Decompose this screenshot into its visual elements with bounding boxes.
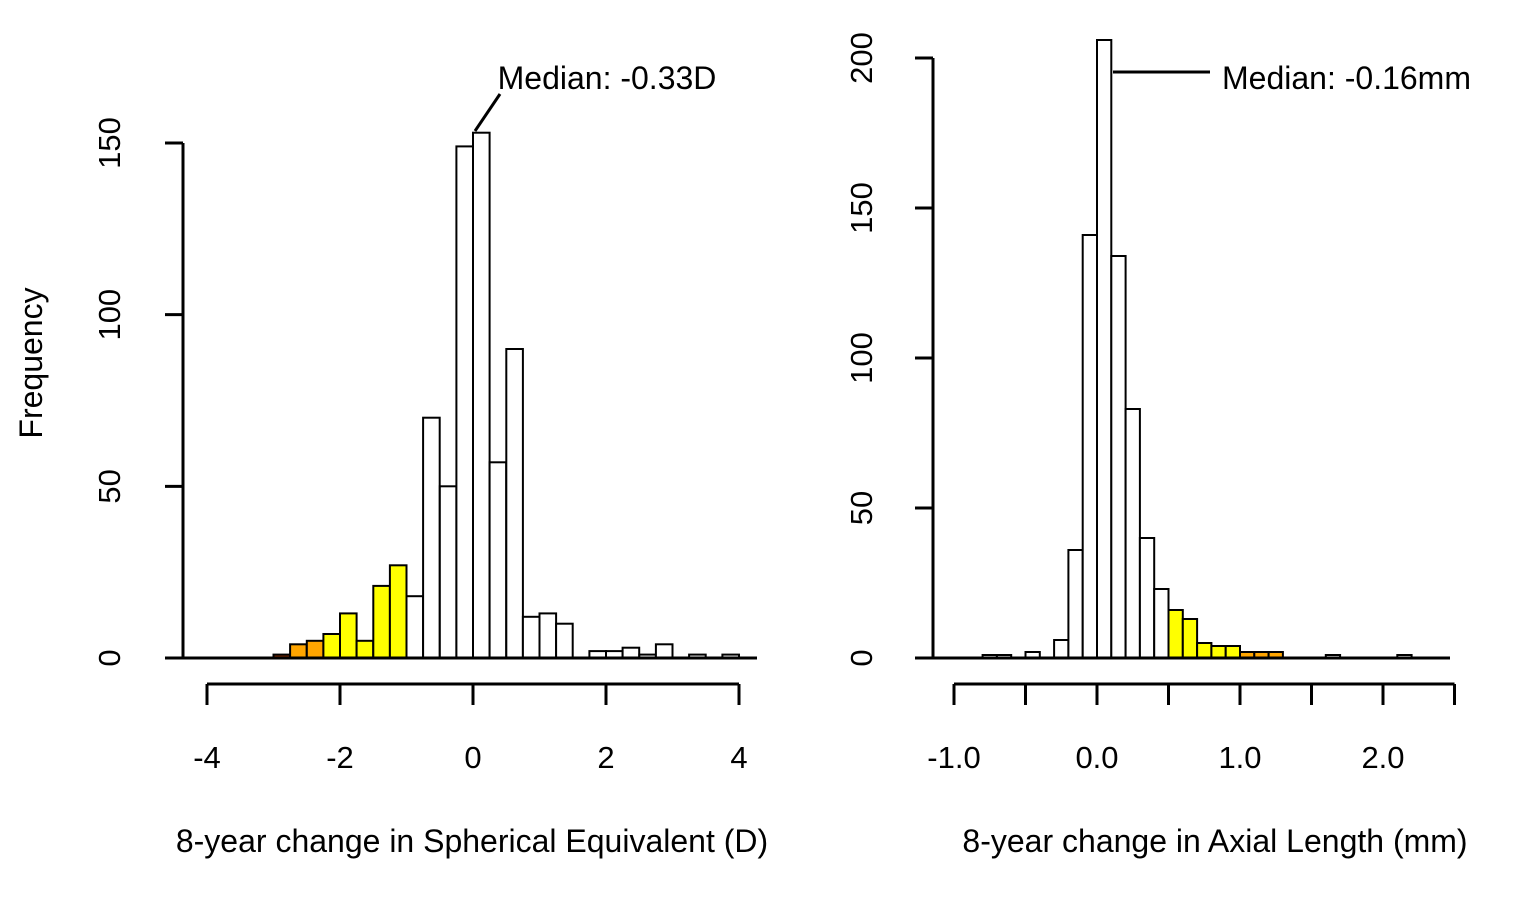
x-tick-label: 0.0 xyxy=(1075,740,1118,775)
histogram-bar xyxy=(1224,645,1241,659)
x-tick-label: 0 xyxy=(464,740,481,775)
histogram-bar xyxy=(455,145,474,659)
y-tick-label: 150 xyxy=(92,117,127,169)
histogram-bar xyxy=(355,639,375,659)
histogram-bar xyxy=(1067,549,1084,659)
histogram-bar xyxy=(305,639,325,659)
histogram-bar xyxy=(405,595,425,660)
x-tick-label: 2 xyxy=(597,740,614,775)
x-tick-label: -2 xyxy=(326,740,354,775)
x-axis-title-left: 8-year change in Spherical Equivalent (D… xyxy=(176,823,768,859)
histogram-bar xyxy=(654,643,674,659)
y-tick-label: 150 xyxy=(844,182,879,234)
histogram-bar xyxy=(555,622,574,660)
histogram-bar xyxy=(289,643,308,659)
histogram-bar xyxy=(1110,255,1127,659)
x-axis-title-right: 8-year change in Axial Length (mm) xyxy=(962,823,1467,859)
histogram-bar xyxy=(521,615,541,659)
left-histogram: 0 50 100 150 -4 -2 0 2 4 xyxy=(92,117,757,775)
y-tick-label: 100 xyxy=(92,289,127,341)
histogram-bar xyxy=(1096,39,1113,659)
histogram-bar xyxy=(1196,642,1213,659)
histogram-bar xyxy=(538,612,558,660)
histogram-bar xyxy=(388,564,408,659)
x-tick-label: 1.0 xyxy=(1218,740,1261,775)
histogram-bar xyxy=(488,461,508,659)
x-tick-label: 4 xyxy=(730,740,747,775)
histogram-bar xyxy=(1138,537,1156,659)
histogram-bar xyxy=(372,584,391,660)
median-pointer-line-left xyxy=(473,93,502,132)
histogram-bar xyxy=(322,633,341,659)
histogram-bar xyxy=(1167,609,1184,659)
y-tick-label: 0 xyxy=(92,649,127,666)
y-tick-label: 100 xyxy=(844,332,879,384)
y-tick-label: 0 xyxy=(844,649,879,666)
y-axis-title: Frequency xyxy=(13,287,49,438)
histogram-bar xyxy=(1181,618,1199,659)
histogram-bar xyxy=(1053,639,1070,659)
histogram-bar xyxy=(1210,645,1227,659)
right-histogram: 0 50 100 150 200 -1.0 0.0 1.0 2.0 xyxy=(844,32,1456,775)
histogram-bar xyxy=(422,416,441,660)
histogram-bar xyxy=(438,485,458,659)
histogram-bar xyxy=(1153,588,1170,659)
histogram-bar xyxy=(1081,234,1098,659)
histogram-bar xyxy=(505,348,524,659)
histogram-bar xyxy=(621,646,641,660)
y-tick-label: 200 xyxy=(844,32,879,84)
histogram-bar xyxy=(472,131,491,659)
y-tick-label: 50 xyxy=(92,469,127,503)
x-tick-label: -1.0 xyxy=(927,740,980,775)
y-tick-label: 50 xyxy=(844,491,879,525)
histogram-bar xyxy=(339,612,358,660)
x-tick-label: 2.0 xyxy=(1361,740,1404,775)
median-annotation-left: Median: -0.33D xyxy=(498,60,717,96)
median-annotation-right: Median: -0.16mm xyxy=(1222,60,1471,96)
x-tick-label: -4 xyxy=(193,740,221,775)
histogram-bar xyxy=(1124,408,1141,659)
